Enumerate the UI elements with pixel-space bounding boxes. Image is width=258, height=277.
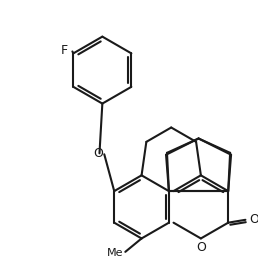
Text: O: O <box>94 147 103 160</box>
Text: F: F <box>60 44 68 57</box>
Text: O: O <box>249 213 258 226</box>
Text: Me: Me <box>107 248 123 258</box>
Text: O: O <box>196 241 206 254</box>
